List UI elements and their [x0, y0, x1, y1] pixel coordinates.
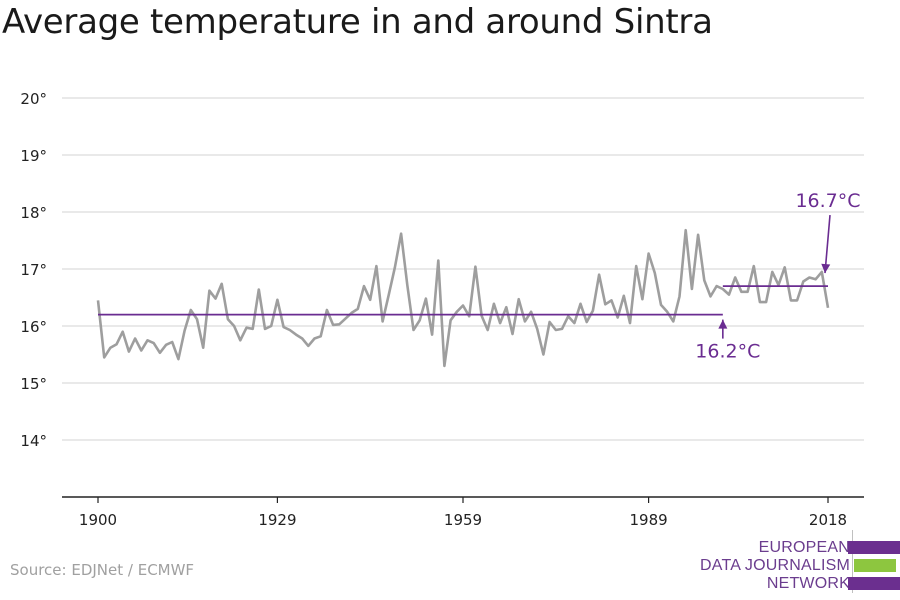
- temperature-line: [96, 228, 830, 368]
- x-tick-label: 1929: [258, 511, 296, 529]
- annotations: 16.2°C 16.7°C: [695, 190, 860, 363]
- label-recent-average: 16.7°C: [795, 190, 860, 212]
- label-early-average: 16.2°C: [695, 341, 760, 363]
- x-tick-label: 1959: [444, 511, 482, 529]
- y-tick-label: 14°: [20, 432, 47, 450]
- arrow-recent-head: [821, 263, 831, 274]
- logo-divider: [852, 530, 853, 593]
- gridlines: [62, 97, 864, 441]
- y-tick-label: 16°: [20, 318, 47, 336]
- edjnet-logo: EUROPEAN DATA JOURNALISM NETWORK: [700, 530, 900, 593]
- x-tick-label: 2018: [809, 511, 847, 529]
- logo-text: EUROPEAN DATA JOURNALISM NETWORK: [700, 539, 850, 593]
- y-axis: 14° 15° 16° 17° 18° 19° 20°: [20, 90, 47, 450]
- logo-line-1: EUROPEAN: [758, 539, 850, 556]
- logo-line-3: NETWORK: [766, 575, 850, 592]
- y-tick-label: 17°: [20, 261, 47, 279]
- x-tick-label: 1989: [629, 511, 667, 529]
- logo-bar-purple-top: [848, 541, 900, 554]
- logo-bar-green: [854, 559, 896, 572]
- x-axis: 1900 1929 1959 1989 2018: [62, 496, 864, 529]
- arrow-early-head: [718, 319, 728, 329]
- y-tick-label: 20°: [20, 90, 47, 108]
- logo-bar-purple-bottom: [848, 577, 900, 590]
- logo-line-2: DATA JOURNALISM: [700, 557, 850, 574]
- chart-title: Average temperature in and around Sintra: [2, 2, 713, 42]
- x-tick-label: 1900: [79, 511, 117, 529]
- y-tick-label: 18°: [20, 204, 47, 222]
- source-note: Source: EDJNet / ECMWF: [10, 561, 195, 579]
- y-tick-label: 15°: [20, 375, 47, 393]
- arrow-recent-shaft: [824, 215, 831, 274]
- reference-lines: [98, 285, 828, 316]
- y-tick-label: 19°: [20, 147, 47, 165]
- temperature-series: [96, 228, 830, 368]
